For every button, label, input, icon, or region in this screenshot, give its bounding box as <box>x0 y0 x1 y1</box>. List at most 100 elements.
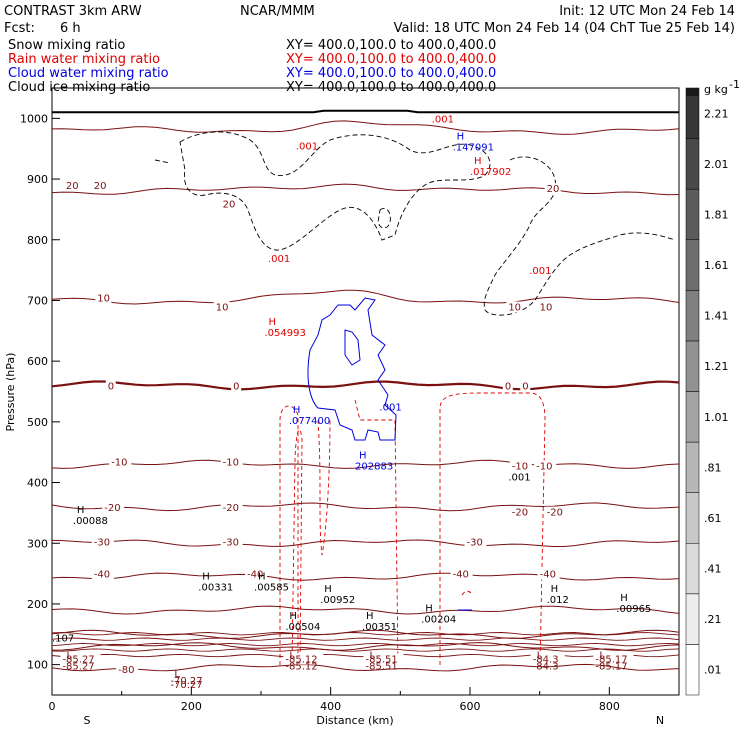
extremum-value: .012 <box>547 595 569 606</box>
isotherm-label-background <box>534 460 557 472</box>
isotherm-line <box>52 648 679 652</box>
y-tick-label: 100 <box>27 659 48 672</box>
isotherm-label-background <box>544 183 561 195</box>
cloud-ice-contour <box>483 156 676 316</box>
isotherm-label: 10 <box>540 303 553 314</box>
colorbar-unit-exponent: -1 <box>729 78 740 91</box>
isotherm-label: -85.51 <box>366 655 398 666</box>
extremum-value: .00952 <box>320 595 355 606</box>
isotherm-label-background <box>506 301 523 313</box>
field-rain-xy: XY= 400.0,100.0 to 400.0,400.0 <box>286 52 496 67</box>
y-tick-label: 1000 <box>20 112 48 125</box>
isotherm-label-background <box>109 456 132 468</box>
field-cloudwater-xy: XY= 400.0,100.0 to 400.0,400.0 <box>286 66 496 81</box>
colorbar-label: .81 <box>704 461 722 474</box>
center-label: NCAR/MMM <box>240 4 315 19</box>
isotherm-label: 20 <box>223 199 236 210</box>
isotherm-label: -70.27 <box>170 676 202 687</box>
extremum-value: .017902 <box>470 167 511 178</box>
isotherm-label: -20 <box>223 503 239 514</box>
colorbar-segment <box>686 88 699 96</box>
isotherm-label-background <box>220 198 237 210</box>
y-tick-label: 500 <box>27 416 48 429</box>
isotherm-label: -10 <box>223 457 239 468</box>
cloud-ice-contour <box>179 131 491 251</box>
extremum-value: -70.27 <box>170 680 202 691</box>
extremum-value: 202883 <box>355 461 393 472</box>
extremum-marker: L <box>599 651 605 662</box>
isotherm-label: 0 <box>522 381 528 392</box>
extremum-value: .147091 <box>453 143 494 154</box>
extremum-marker: L <box>537 651 543 662</box>
extremum-marker: H <box>293 405 301 416</box>
extremum-marker: H <box>268 317 276 328</box>
isotherm-label-background <box>60 653 101 665</box>
cloud-water-contour <box>307 297 397 441</box>
colorbar-segment <box>685 644 700 696</box>
x-tick-label: 0 <box>49 700 56 713</box>
isotherm-label-background <box>168 674 209 686</box>
y-tick-label: 700 <box>27 294 48 307</box>
colorbar-segment <box>685 492 700 544</box>
rain-contour <box>317 419 331 556</box>
colorbar-segment <box>685 593 700 645</box>
extremum-marker: L <box>66 651 72 662</box>
extremum-value: -85.12 <box>285 662 317 673</box>
isotherm-label-background <box>91 536 114 548</box>
isotherm-label-background <box>105 380 116 392</box>
contour-value-label: .001 <box>296 142 318 153</box>
isotherm-label: -40 <box>453 570 469 581</box>
extremum-marker: H <box>258 572 266 583</box>
field-snow-name: Snow mixing ratio <box>8 38 125 53</box>
isotherm-label: 20 <box>94 181 107 192</box>
isotherm-label: -30 <box>467 537 483 548</box>
isotherm-line <box>52 502 679 512</box>
isotherm-label: 10 <box>97 293 110 304</box>
isotherm-label-background <box>91 180 108 192</box>
extremum-value: .00965 <box>616 604 651 615</box>
isotherm-label-background <box>220 536 243 548</box>
isotherm-label: -10 <box>536 462 552 473</box>
extremum-marker: H <box>425 603 433 614</box>
extremum-value: .00204 <box>421 614 456 625</box>
extremum-value: .00504 <box>285 622 320 633</box>
extremum-marker: L <box>370 651 376 662</box>
y-tick-label: 600 <box>27 355 48 368</box>
rain-contour <box>461 590 473 596</box>
contour-value-label: .001 <box>529 266 551 277</box>
extremum-marker: H <box>620 593 628 604</box>
colorbar-segment <box>685 391 700 443</box>
extremum-marker: L <box>289 651 295 662</box>
x-tick-label: 600 <box>460 700 481 713</box>
extremum-value: -85.27 <box>62 662 94 673</box>
model-title: CONTRAST 3km ARW <box>4 4 142 19</box>
extremum-marker: H <box>366 611 374 622</box>
colorbar-segment <box>685 138 700 190</box>
isotherm-label: -84.3 <box>533 655 559 666</box>
colorbar-label: 2.21 <box>704 107 729 120</box>
y-tick-label: 200 <box>27 598 48 611</box>
y-tick-label: 400 <box>27 477 48 490</box>
colorbar-segment <box>685 441 700 493</box>
isotherm-label: 10 <box>508 303 521 314</box>
isotherm-label-background <box>91 568 114 580</box>
isotherm-label: -80 <box>118 665 134 676</box>
isotherm-label: -30 <box>223 537 239 548</box>
extremum-value: -85.17 <box>595 662 627 673</box>
isotherm-label: 10 <box>216 303 229 314</box>
isotherm-label: -20 <box>547 508 563 519</box>
y-tick-label: 300 <box>27 537 48 550</box>
isotherm-label-background <box>593 653 634 665</box>
colorbar-label: 1.01 <box>704 411 729 424</box>
isotherm-label-background <box>213 301 230 313</box>
isotherm-line <box>52 459 679 469</box>
isotherm-label-background <box>95 292 112 304</box>
isotherm-label: 20 <box>66 181 79 192</box>
x-tick-label: 400 <box>320 700 341 713</box>
isotherm-line <box>52 642 679 651</box>
isotherm-line <box>52 642 679 647</box>
plot-frame <box>51 87 680 696</box>
extremum-marker: H <box>289 611 297 622</box>
colorbar-segment <box>685 239 700 291</box>
extremum-value: .00331 <box>198 583 233 594</box>
